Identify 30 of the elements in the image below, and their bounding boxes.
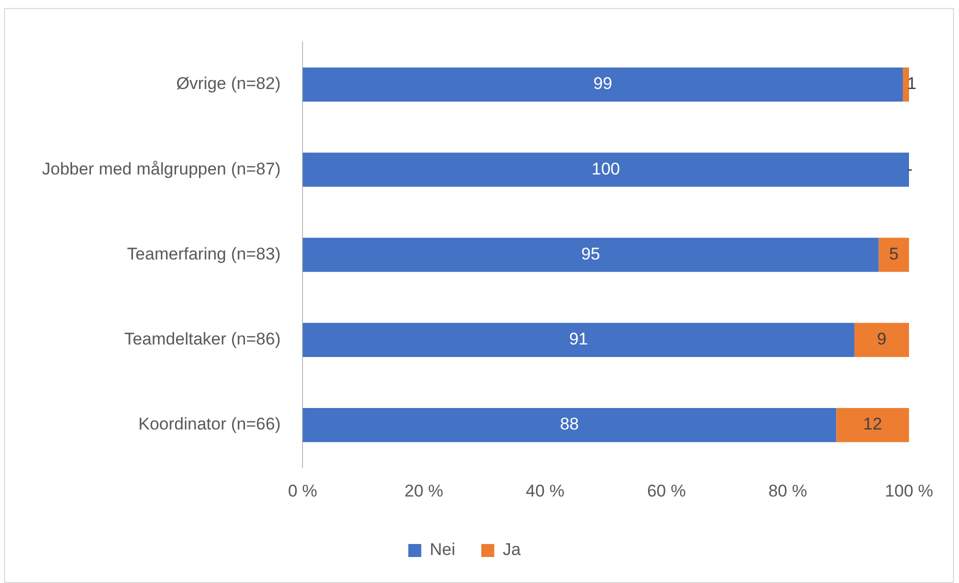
bar [836, 408, 909, 442]
y-tick-label: Øvrige (n=82) [176, 74, 281, 94]
x-tick-label: 20 % [404, 481, 444, 500]
bar [302, 152, 909, 187]
data-label: 12 [863, 414, 882, 434]
x-tick-label: 80 % [768, 481, 808, 500]
y-tick-label: Teamdeltaker (n=86) [124, 330, 281, 349]
data-label: 91 [569, 330, 588, 349]
y-tick-label: Jobber med målgruppen (n=87) [42, 159, 281, 178]
data-label: 9 [876, 330, 886, 349]
x-tick-label: 0 % [288, 481, 318, 500]
bar [302, 322, 854, 357]
bar [854, 322, 909, 357]
bar [878, 238, 909, 272]
legend-label: Ja [502, 540, 522, 560]
data-label: 95 [581, 244, 600, 264]
x-tick-label: 40 % [526, 481, 565, 500]
x-tick-label: 60 % [647, 481, 686, 500]
data-label: 100 [592, 159, 620, 178]
bar [302, 238, 879, 272]
y-tick-label: Teamerfaring (n=83) [127, 244, 281, 264]
y-tick-label: Koordinator (n=66) [138, 414, 281, 434]
bar [302, 408, 836, 442]
data-label: 99 [593, 74, 612, 94]
data-label: 5 [889, 244, 899, 264]
x-tick-label: 100 % [884, 481, 934, 500]
data-label: 88 [560, 414, 579, 434]
bar [302, 68, 903, 102]
legend-label: Nei [430, 540, 456, 560]
bar [902, 68, 909, 102]
